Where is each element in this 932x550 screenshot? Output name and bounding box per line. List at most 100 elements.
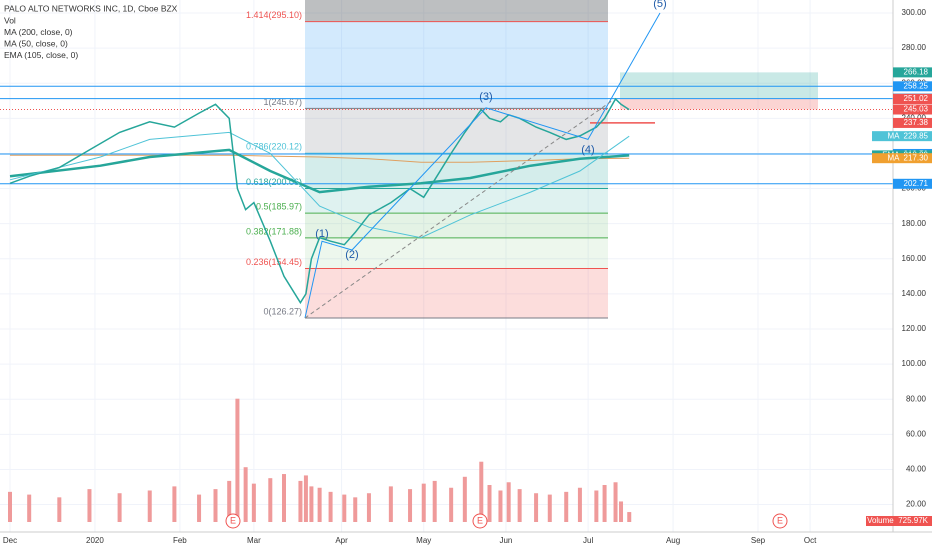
- x-tick-label: May: [416, 536, 431, 545]
- x-tick-label: Jul: [583, 536, 593, 545]
- fib-label: 0.236(154.45): [246, 257, 302, 267]
- volume-bar: [298, 480, 303, 522]
- volume-bar: [487, 485, 492, 522]
- fib-label: 0.382(171.88): [246, 226, 302, 236]
- price-label: 245.03: [904, 105, 929, 114]
- volume-bar: [317, 487, 322, 522]
- price-label: 266.18: [904, 67, 929, 76]
- volume-bar: [282, 474, 286, 522]
- volume-bar: [328, 491, 333, 522]
- volume-bar: [449, 487, 454, 522]
- wave-label: (2): [345, 249, 358, 261]
- price-label-box: [893, 178, 932, 189]
- volume-bar: [235, 398, 240, 522]
- x-tick-label: Apr: [335, 536, 348, 545]
- fib-label: 0(126.27): [263, 306, 302, 316]
- wave-label: (3): [479, 91, 492, 103]
- volume-label: Volume 725.97K: [867, 516, 929, 525]
- x-tick-label: Dec: [3, 536, 17, 545]
- earnings-label: E: [777, 515, 783, 525]
- volume-bar: [27, 494, 32, 522]
- wave-label: (4): [581, 144, 594, 156]
- fib-zone: [305, 188, 608, 214]
- fib-label: 0.786(220.12): [246, 142, 302, 152]
- volume-bar: [479, 461, 484, 522]
- volume-bar: [227, 480, 232, 522]
- y-tick-label: 140.00: [902, 289, 927, 298]
- volume-bar: [342, 494, 347, 522]
- fib-zone: [305, 268, 608, 318]
- volume-bar: [517, 489, 522, 522]
- moving-average: [9, 148, 630, 194]
- price-line: [9, 97, 630, 305]
- fib-label: 0.618(200.06): [246, 177, 302, 187]
- fib-label: 1.414(295.10): [246, 10, 302, 20]
- y-tick-label: 180.00: [902, 219, 927, 228]
- volume-bar: [57, 497, 62, 522]
- volume-bar: [388, 486, 393, 522]
- price-label: 237.38: [904, 118, 929, 127]
- earnings-marker: [772, 513, 788, 529]
- price-axis: [893, 0, 932, 550]
- x-tick-label: Mar: [247, 536, 261, 545]
- earnings-marker: [472, 513, 488, 529]
- fib-label: 0.5(185.97): [256, 202, 302, 212]
- wave-label: (1): [315, 228, 328, 240]
- position-stop: [620, 98, 818, 110]
- volume-bar: [197, 494, 202, 522]
- volume-bar: [309, 486, 314, 522]
- volume-bar: [243, 467, 248, 522]
- volume-bar: [117, 493, 122, 522]
- x-tick-label: Sep: [751, 536, 766, 545]
- fib-zone: [305, 213, 608, 238]
- indicator-label: EMA (105, close, 0): [4, 50, 78, 60]
- wave-label: (5): [653, 0, 666, 10]
- price-label: MA 217.30: [888, 153, 929, 162]
- x-tick-label: Aug: [666, 536, 680, 545]
- price-label-box: [872, 153, 932, 164]
- price-label-box: [893, 81, 932, 92]
- earnings-marker: [225, 513, 241, 529]
- volume-bar: [547, 494, 552, 522]
- y-tick-label: 60.00: [906, 429, 927, 438]
- moving-average: [10, 154, 630, 163]
- volume-bar: [172, 486, 177, 522]
- volume-bar: [268, 478, 273, 522]
- price-label-box: [893, 67, 932, 78]
- fib-zone: [305, 0, 608, 22]
- volume-bar: [627, 512, 632, 522]
- legend: PALO ALTO NETWORKS INC, 1D, Cboe BZX Vol M…: [4, 3, 178, 60]
- volume-bar: [564, 491, 569, 522]
- volume-bar: [408, 489, 413, 522]
- price-label: 202.71: [904, 179, 929, 188]
- indicator-label: MA (200, close, 0): [4, 27, 73, 37]
- x-tick-label: Jun: [499, 536, 512, 545]
- volume-bar: [421, 483, 426, 522]
- y-tick-label: 40.00: [906, 465, 927, 474]
- position-target: [620, 72, 818, 99]
- volume-bar: [534, 493, 539, 522]
- y-tick-label: 300.00: [902, 8, 927, 17]
- price-label: 258.25: [904, 81, 929, 90]
- x-tick-label: Oct: [804, 536, 817, 545]
- volume-bar: [577, 487, 582, 522]
- volume-bar: [8, 491, 12, 522]
- volume-bar: [366, 493, 371, 522]
- volume-bar: [432, 480, 437, 522]
- x-tick-label: Feb: [173, 536, 187, 545]
- y-tick-label: 280.00: [902, 43, 927, 52]
- volume-bar: [619, 501, 624, 522]
- price-label-box: [893, 93, 932, 104]
- fib-zone: [305, 237, 608, 269]
- volume-bar: [251, 483, 256, 522]
- price-label-box: [872, 131, 932, 142]
- volume-bar: [303, 475, 308, 522]
- volume-bar: [594, 490, 599, 522]
- fib-zone: [305, 108, 608, 154]
- y-tick-label: 160.00: [902, 254, 927, 263]
- volume-bar: [506, 482, 511, 522]
- chart-title: PALO ALTO NETWORKS INC, 1D, Cboe BZX: [4, 3, 178, 13]
- y-tick-label: 80.00: [906, 394, 927, 403]
